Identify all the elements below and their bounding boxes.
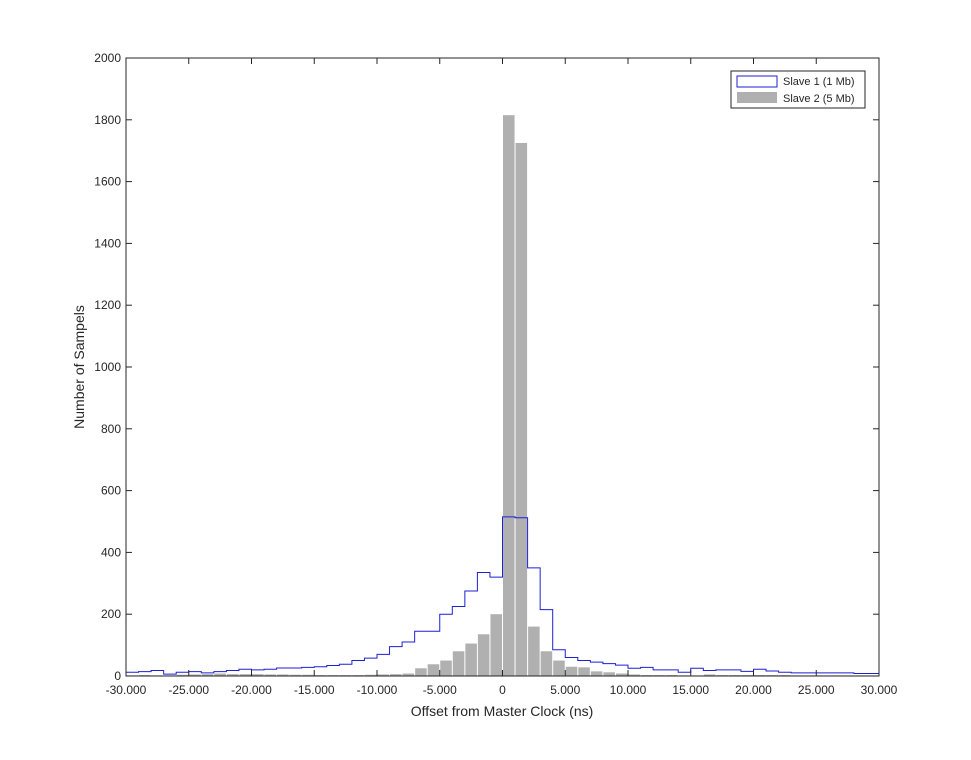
bar-slave-2 (289, 674, 302, 676)
y-tick-label: 1000 (94, 360, 121, 374)
x-axis-title: Offset from Master Clock (ns) (411, 703, 594, 719)
bar-slave-2 (553, 660, 565, 676)
x-tick-label: 25.000 (798, 683, 835, 697)
bar-slave-2 (603, 672, 615, 676)
bar-slave-2 (528, 626, 540, 676)
legend-label-slave-1: Slave 1 (1 Mb) (783, 76, 855, 88)
axes-background (126, 58, 879, 676)
y-tick-label: 1200 (94, 298, 121, 312)
bar-slave-2 (226, 674, 239, 676)
bar-slave-2 (490, 614, 502, 676)
x-tick-label: -10.000 (357, 683, 398, 697)
x-tick-label: 15.000 (672, 683, 709, 697)
x-tick-label: -30.000 (106, 683, 147, 697)
bar-slave-2 (628, 674, 641, 676)
bar-slave-2 (615, 673, 628, 676)
x-tick-label: 30.000 (861, 683, 898, 697)
y-tick-label: 600 (101, 484, 121, 498)
bar-slave-2 (465, 643, 477, 676)
bar-slave-2 (452, 651, 465, 676)
bar-slave-2 (264, 674, 277, 676)
bar-slave-2 (176, 674, 189, 676)
x-tick-label: 20.000 (735, 683, 772, 697)
x-tick-label: 10.000 (610, 683, 647, 697)
axis-tick-labels: -30.000 -25.000 -20.000 -15.000 -10.000 -5.00… (94, 51, 897, 697)
x-tick-label: -5.000 (423, 683, 457, 697)
axis-ticks (125, 57, 880, 677)
legend-swatch-slave-1 (736, 75, 778, 88)
legend-label-slave-2: Slave 2 (5 Mb) (783, 93, 855, 105)
bar-slave-2 (578, 667, 590, 676)
legend-swatch-slave-2 (737, 92, 777, 103)
bar-slave-2 (415, 668, 427, 676)
bar-slave-2 (540, 651, 553, 676)
bar-slave-2 (565, 666, 578, 676)
bar-slave-2 (390, 674, 402, 676)
bar-slave-2 (377, 674, 390, 676)
y-tick-label: 1600 (94, 175, 121, 189)
bar-slave-2 (515, 142, 528, 677)
x-tick-label: 0 (499, 683, 506, 697)
bar-slave-2 (503, 115, 515, 677)
plot-area: -30.000 -25.000 -20.000 -15.000 -10.000 -5.00… (94, 51, 897, 697)
x-tick-label: -20.000 (231, 683, 272, 697)
bar-slave-2 (201, 674, 214, 676)
bar-slave-2 (302, 674, 314, 676)
bar-slave-2 (440, 660, 452, 676)
bar-slave-2 (277, 674, 289, 676)
bar-slave-2 (189, 674, 201, 676)
y-tick-label: 1400 (94, 236, 121, 250)
y-tick-label: 0 (114, 669, 121, 683)
bar-slave-2 (590, 671, 603, 676)
y-tick-label: 800 (101, 422, 121, 436)
x-tick-label: -25.000 (168, 683, 209, 697)
x-tick-label: -15.000 (294, 683, 335, 697)
x-tick-label: 5.000 (550, 683, 580, 697)
bar-slave-2 (477, 634, 490, 676)
y-tick-label: 400 (101, 545, 121, 559)
legend: Slave 1 (1 Mb) Slave 2 (5 Mb) (730, 70, 866, 109)
bar-slave-2 (239, 674, 251, 676)
bar-slave-2 (252, 674, 264, 676)
y-axis-title: Number of Sampels (71, 305, 87, 429)
y-tick-label: 200 (101, 607, 121, 621)
y-tick-label: 1800 (94, 113, 121, 127)
bar-slave-2 (364, 674, 377, 676)
y-tick-label: 2000 (94, 51, 121, 65)
bar-slave-2 (214, 673, 226, 676)
bar-slave-2 (402, 673, 415, 676)
series-slave-1-stairs (126, 516, 879, 675)
bar-slave-2 (427, 664, 440, 676)
bar-slave-2 (703, 674, 716, 676)
